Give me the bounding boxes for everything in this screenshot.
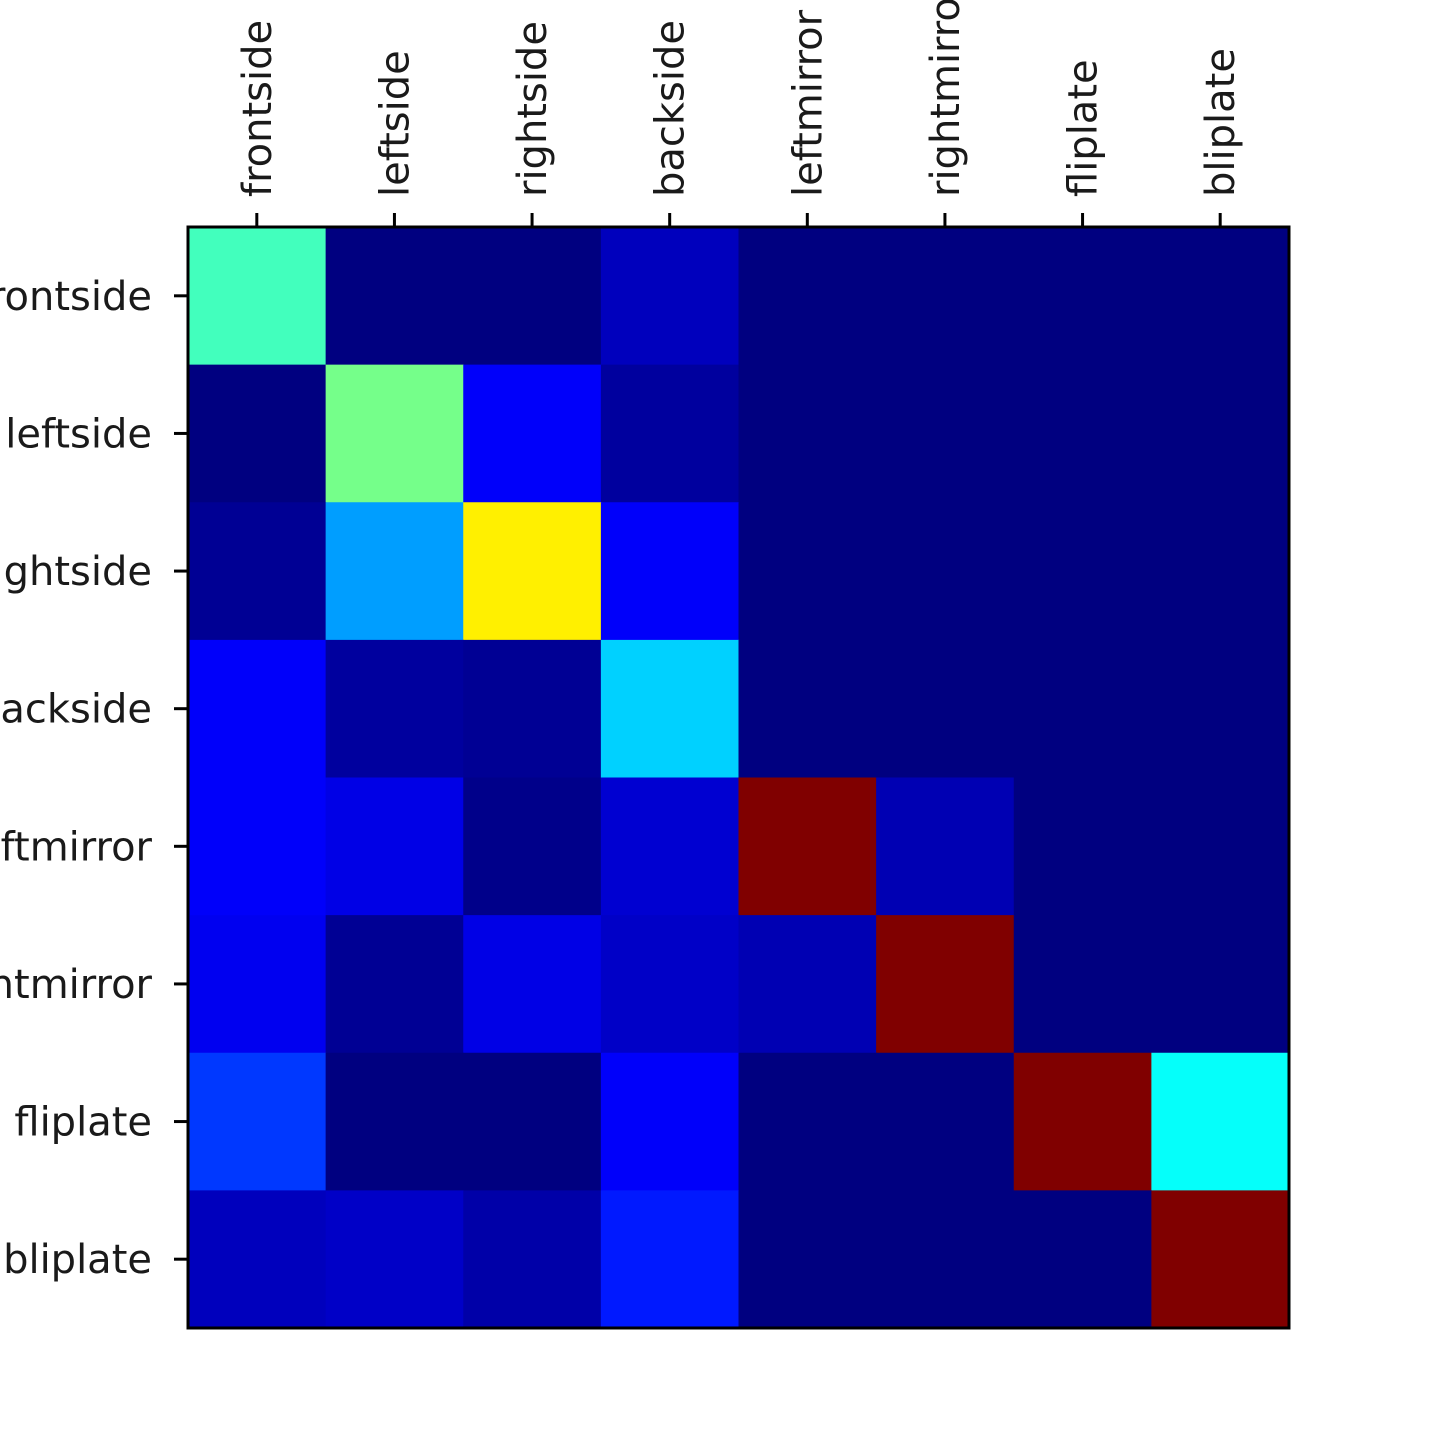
heatmap-cell-rightmirror-backside	[600, 915, 740, 1054]
heatmap-cell-backside-frontside	[188, 639, 327, 779]
x-axis-ticks	[255, 213, 1222, 227]
heatmap-cell-leftside-rightside	[463, 364, 602, 503]
heatmap-cell-backside-fliplate	[1013, 639, 1152, 779]
heatmap-cell-backside-bliplate	[1151, 639, 1290, 779]
heatmap-cell-leftside-fliplate	[1013, 364, 1152, 503]
heatmap-cell-bliplate-frontside	[188, 1190, 327, 1329]
heatmap-cell-frontside-frontside	[188, 227, 327, 366]
x-tick-label-leftside: leftside	[372, 50, 418, 197]
heatmap-cell-rightside-rightmirror	[876, 502, 1015, 641]
heatmap-cell-rightmirror-rightmirror	[876, 915, 1015, 1054]
heatmap-cell-frontside-fliplate	[1013, 227, 1152, 366]
heatmap-cell-backside-rightside	[463, 639, 602, 779]
x-tick-label-rightside: rightside	[510, 21, 556, 197]
heatmap-cell-backside-leftmirror	[738, 639, 877, 779]
x-tick-label-fliplate: fliplate	[1061, 59, 1107, 197]
heatmap-cell-leftmirror-leftmirror	[738, 777, 877, 916]
heatmap-cell-bliplate-bliplate	[1151, 1190, 1290, 1329]
y-tick-label-leftside: leftside	[5, 411, 152, 457]
heatmap-cell-rightside-backside	[600, 502, 740, 641]
heatmap-cell-leftmirror-leftside	[325, 777, 464, 916]
heatmap-cell-fliplate-bliplate	[1151, 1052, 1290, 1191]
x-tick-label-backside: backside	[648, 20, 694, 197]
heatmap-cell-frontside-leftmirror	[738, 227, 877, 366]
x-tick-label-rightmirror: rightmirror	[923, 0, 969, 197]
y-tick-label-frontside: frontside	[0, 274, 152, 320]
heatmap-cell-rightmirror-bliplate	[1151, 915, 1290, 1054]
heatmap-cell-fliplate-leftside	[325, 1052, 464, 1191]
heatmap-cell-backside-rightmirror	[876, 639, 1015, 779]
y-tick-label-backside: backside	[0, 687, 152, 733]
heatmap-cell-fliplate-leftmirror	[738, 1052, 877, 1191]
heatmap-cell-rightmirror-frontside	[188, 915, 327, 1054]
heatmap-cell-rightmirror-leftmirror	[738, 915, 877, 1054]
heatmap-cell-rightside-bliplate	[1151, 502, 1290, 641]
y-tick-label-fliplate: fliplate	[14, 1100, 152, 1146]
heatmap-cell-rightmirror-fliplate	[1013, 915, 1152, 1054]
heatmap-cell-fliplate-backside	[600, 1052, 740, 1191]
heatmap-cell-leftside-rightmirror	[876, 364, 1015, 503]
heatmap-cell-rightmirror-rightside	[463, 915, 602, 1054]
heatmap-cell-fliplate-frontside	[188, 1052, 327, 1191]
heatmap-cell-rightside-leftmirror	[738, 502, 877, 641]
heatmap-cell-rightside-rightside	[463, 502, 602, 641]
heatmap-cell-fliplate-fliplate	[1013, 1052, 1152, 1191]
heatmap-cell-leftside-bliplate	[1151, 364, 1290, 503]
heatmap-cells	[188, 227, 1290, 1329]
y-tick-label-bliplate: bliplate	[3, 1237, 152, 1283]
heatmap-cell-leftside-frontside	[188, 364, 327, 503]
heatmap-cell-fliplate-rightside	[463, 1052, 602, 1191]
heatmap-cell-leftside-leftmirror	[738, 364, 877, 503]
heatmap-cell-bliplate-fliplate	[1013, 1190, 1152, 1329]
heatmap-cell-leftmirror-rightside	[463, 777, 602, 916]
heatmap-cell-leftside-backside	[600, 364, 740, 503]
heatmap-cell-bliplate-leftside	[325, 1190, 464, 1329]
heatmap-cell-frontside-backside	[600, 227, 740, 366]
heatmap-cell-leftmirror-fliplate	[1013, 777, 1152, 916]
x-tick-label-bliplate: bliplate	[1198, 48, 1244, 197]
x-tick-label-leftmirror: leftmirror	[785, 9, 831, 197]
heatmap-cell-frontside-rightside	[463, 227, 602, 366]
heatmap-cell-backside-leftside	[325, 639, 464, 779]
y-tick-label-rightmirror: rightmirror	[0, 962, 153, 1008]
heatmap-cell-rightmirror-leftside	[325, 915, 464, 1054]
heatmap-cell-leftside-leftside	[325, 364, 464, 503]
heatmap-cell-bliplate-backside	[600, 1190, 740, 1329]
heatmap-cell-rightside-leftside	[325, 502, 464, 641]
heatmap-cell-leftmirror-rightmirror	[876, 777, 1015, 916]
heatmap-cell-rightside-frontside	[188, 502, 327, 641]
heatmap-cell-leftmirror-frontside	[188, 777, 327, 916]
y-axis-tick-labels: frontside leftside rightside backside leftmi…	[0, 274, 153, 1283]
y-axis-ticks	[174, 294, 188, 1261]
y-tick-label-rightside: rightside	[0, 549, 152, 595]
x-tick-label-frontside: frontside	[235, 20, 281, 197]
heatmap-cell-bliplate-leftmirror	[738, 1190, 877, 1329]
heatmap-cell-frontside-bliplate	[1151, 227, 1290, 366]
heatmap-cell-bliplate-rightside	[463, 1190, 602, 1329]
x-axis-tick-labels: frontside leftside rightside backside leftmi…	[235, 0, 1244, 197]
heatmap-cell-frontside-leftside	[325, 227, 464, 366]
heatmap-cell-frontside-rightmirror	[876, 227, 1015, 366]
heatmap-cell-fliplate-rightmirror	[876, 1052, 1015, 1191]
heatmap-cell-leftmirror-backside	[600, 777, 740, 916]
heatmap-cell-leftmirror-bliplate	[1151, 777, 1290, 916]
heatmap-cell-rightside-fliplate	[1013, 502, 1152, 641]
plot-frame	[186, 225, 1291, 1330]
heatmap-cell-backside-backside	[600, 639, 740, 779]
y-tick-label-leftmirror: leftmirror	[0, 824, 153, 870]
heatmap-cell-bliplate-rightmirror	[876, 1190, 1015, 1329]
